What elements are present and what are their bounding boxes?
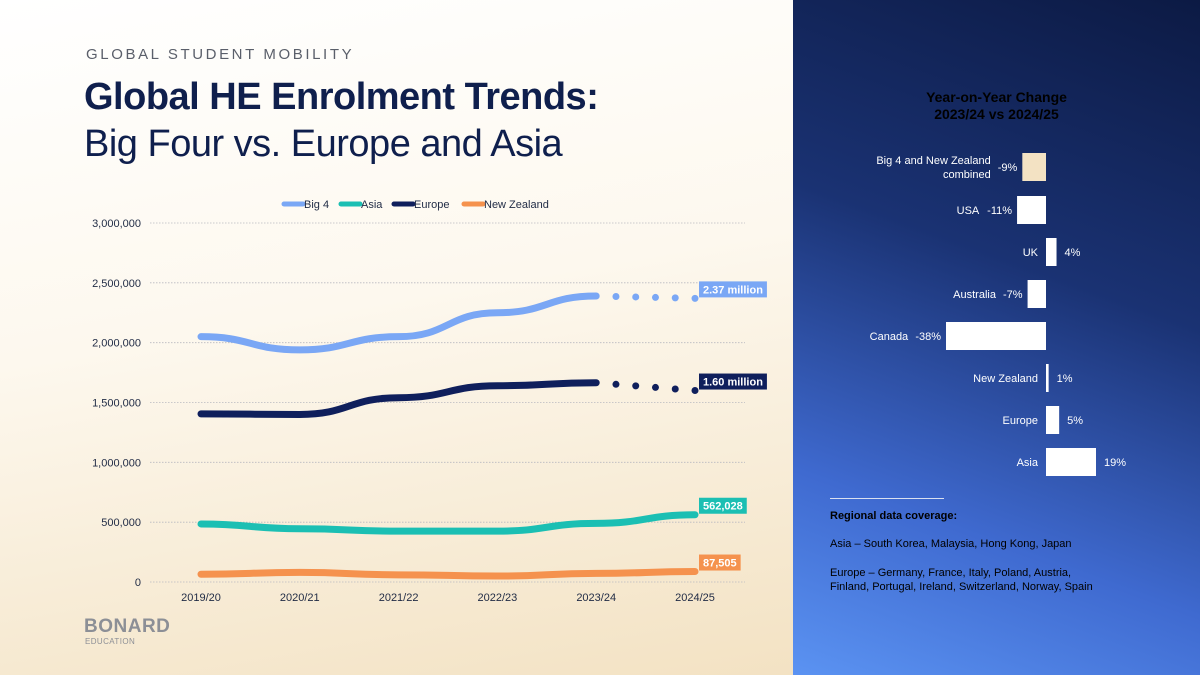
coverage-europe: Europe – Germany, France, Italy, Poland,… [830, 567, 1093, 593]
y-tick-label: 0 [135, 577, 141, 589]
projection-dot [691, 294, 699, 302]
end-value-label: 1.60 million [703, 377, 763, 389]
coverage-title: Regional data coverage: [830, 510, 958, 522]
x-tick-label: 2020/21 [280, 592, 320, 604]
yoy-category-label: Australia [953, 289, 997, 301]
yoy-title: Year-on-Year Change 2023/24 vs 2024/25 [793, 89, 1200, 123]
yoy-value-label: 4% [1065, 247, 1081, 259]
yoy-value-label: -38% [915, 331, 941, 343]
projection-dot [671, 385, 679, 393]
series-line [197, 568, 699, 580]
yoy-bar [1017, 196, 1046, 224]
kicker: GLOBAL STUDENT MOBILITY [86, 46, 355, 63]
legend-label: New Zealand [484, 199, 549, 211]
coverage-asia: Asia – South Korea, Malaysia, Hong Kong,… [830, 538, 1072, 550]
yoy-title-line2: 2023/24 vs 2024/25 [934, 106, 1059, 122]
projection-dot [651, 383, 659, 391]
yoy-bar [946, 322, 1046, 350]
yoy-bar [1046, 406, 1060, 434]
y-tick-label: 2,000,000 [92, 338, 141, 350]
yoy-category-label: USA [957, 205, 980, 217]
y-tick-label: 1,000,000 [92, 457, 141, 469]
yoy-title-line1: Year-on-Year Change [926, 89, 1067, 105]
legend-label: Big 4 [304, 199, 329, 211]
end-value-label-bg [699, 281, 767, 298]
projection-dot [651, 293, 659, 301]
yoy-bar [1046, 448, 1096, 476]
end-value-label: 87,505 [703, 558, 737, 570]
enrolment-line-chart: 0 500,000 1,000,000 1,500,000 2,000,000 2,500… [92, 199, 767, 604]
yoy-bar [1027, 280, 1046, 308]
series-line [197, 511, 699, 535]
legend-label: Asia [361, 199, 383, 211]
yoy-category-label: Asia [1017, 457, 1039, 469]
end-value-label: 562,028 [703, 501, 743, 513]
yoy-value-label: -9% [998, 162, 1018, 174]
yoy-value-label: 1% [1057, 373, 1073, 385]
yoy-category-label: UK [1023, 247, 1039, 259]
page-title: Global HE Enrolment Trends: [84, 76, 599, 118]
yoy-value-label: 5% [1067, 415, 1083, 427]
yoy-category-label: Big 4 and New Zealand [876, 155, 990, 167]
y-tick-label: 500,000 [101, 517, 141, 529]
projection-dot [612, 380, 620, 388]
yoy-value-label: -7% [1003, 289, 1023, 301]
divider [830, 498, 944, 499]
yoy-bar [1046, 238, 1057, 266]
yoy-value-label: -11% [987, 205, 1012, 217]
y-tick-label: 1,500,000 [92, 398, 141, 410]
projection-dot [612, 292, 620, 300]
x-tick-label: 2022/23 [478, 592, 518, 604]
x-tick-label: 2019/20 [181, 592, 221, 604]
series-line [197, 292, 600, 354]
series-line [197, 379, 600, 418]
x-tick-label: 2023/24 [576, 592, 616, 604]
yoy-category-label: combined [943, 169, 991, 181]
projection-dot [691, 387, 699, 395]
y-tick-label: 3,000,000 [92, 218, 141, 230]
end-value-label-bg [699, 497, 747, 514]
legend-label: Europe [414, 199, 449, 211]
projection-dot [632, 382, 640, 390]
brand-logo-sub: EDUCATION [85, 637, 136, 646]
x-tick-label: 2024/25 [675, 592, 715, 604]
page-subtitle: Big Four vs. Europe and Asia [84, 123, 563, 165]
yoy-category-label: Europe [1003, 415, 1038, 427]
x-tick-label: 2021/22 [379, 592, 419, 604]
y-tick-label: 2,500,000 [92, 278, 141, 290]
yoy-bar [1022, 153, 1046, 181]
end-value-label-bg [699, 554, 741, 571]
yoy-value-label: 19% [1104, 457, 1126, 469]
yoy-bar [1046, 364, 1049, 392]
end-value-label-bg [699, 373, 767, 390]
projection-dot [671, 294, 679, 302]
brand-logo: BONARD [84, 616, 171, 637]
yoy-category-label: New Zealand [973, 373, 1038, 385]
yoy-category-label: Canada [870, 331, 909, 343]
end-value-label: 2.37 million [703, 284, 763, 296]
projection-dot [632, 293, 640, 301]
